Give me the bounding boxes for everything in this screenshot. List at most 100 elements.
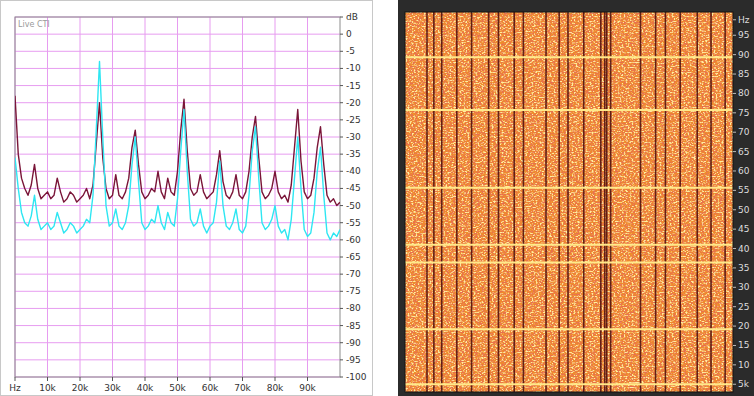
tick-label: 90 bbox=[738, 50, 750, 60]
dark-column bbox=[558, 12, 560, 392]
dark-column bbox=[513, 12, 515, 392]
dark-column bbox=[488, 12, 490, 392]
tick-label: 60 bbox=[738, 166, 750, 176]
dark-column bbox=[498, 12, 500, 392]
tick bbox=[733, 287, 736, 288]
tick-label: 60k bbox=[202, 383, 219, 393]
grid-line bbox=[47, 17, 48, 377]
panel-background bbox=[1, 1, 373, 396]
plot-frame bbox=[15, 17, 340, 377]
tick-label: -60 bbox=[346, 235, 361, 245]
dark-column bbox=[545, 12, 547, 392]
tick-label: -95 bbox=[346, 355, 361, 365]
tick bbox=[15, 377, 16, 381]
frequency-line bbox=[405, 56, 733, 58]
tick bbox=[733, 54, 736, 55]
dark-column bbox=[433, 12, 435, 392]
tick bbox=[733, 229, 736, 230]
dark-column bbox=[710, 12, 712, 392]
tick-label: -65 bbox=[346, 252, 361, 262]
grid-line bbox=[15, 137, 340, 138]
spectrogram-texture bbox=[405, 12, 733, 392]
tick-label: 30k bbox=[104, 383, 121, 393]
tick bbox=[80, 377, 81, 381]
tick bbox=[340, 119, 343, 120]
tick bbox=[733, 132, 736, 133]
tick-label: -15 bbox=[346, 81, 361, 91]
frequency-line bbox=[405, 328, 733, 330]
tick bbox=[733, 326, 736, 327]
tick-label: 85 bbox=[738, 69, 749, 79]
tick bbox=[733, 364, 736, 365]
grid-line bbox=[15, 257, 340, 258]
tick bbox=[340, 257, 343, 258]
tick bbox=[340, 51, 343, 52]
tick bbox=[340, 274, 343, 275]
tick-label: -30 bbox=[346, 132, 361, 142]
grid-line bbox=[15, 119, 340, 120]
grid-line bbox=[15, 85, 340, 86]
dark-column bbox=[640, 12, 642, 392]
tick-label: 0 bbox=[346, 29, 352, 39]
tick-label: 10k bbox=[39, 383, 56, 393]
tick-label: -75 bbox=[346, 286, 361, 296]
dark-column bbox=[604, 12, 606, 392]
tick-label: 50 bbox=[738, 205, 750, 215]
tick-label: 20 bbox=[738, 321, 750, 331]
dark-column bbox=[523, 12, 525, 392]
tick bbox=[340, 291, 343, 292]
tick-label: -35 bbox=[346, 149, 361, 159]
tick-label: 30 bbox=[738, 282, 750, 292]
tick bbox=[733, 248, 736, 249]
dark-column bbox=[679, 12, 681, 392]
tick bbox=[340, 222, 343, 223]
tick-label: Hz bbox=[738, 15, 750, 25]
tick bbox=[340, 308, 343, 309]
tick bbox=[733, 151, 736, 152]
tick-label: -50 bbox=[346, 201, 361, 211]
grid-line bbox=[210, 17, 211, 377]
grid-line bbox=[275, 17, 276, 377]
tick bbox=[275, 377, 276, 381]
tick-label: 70k bbox=[234, 383, 251, 393]
dark-column bbox=[600, 12, 602, 392]
tick-label: -55 bbox=[346, 218, 361, 228]
tick bbox=[340, 342, 343, 343]
grid-line bbox=[15, 308, 340, 309]
frequency-line bbox=[405, 187, 733, 189]
tick bbox=[340, 154, 343, 155]
dark-column bbox=[610, 12, 612, 392]
tick-label: 25 bbox=[738, 302, 749, 312]
dark-column bbox=[583, 12, 585, 392]
tick-label: 20k bbox=[72, 383, 89, 393]
spectrogram-texture bbox=[405, 12, 733, 392]
panel-background bbox=[398, 0, 754, 396]
grid-line bbox=[15, 239, 340, 240]
dark-column bbox=[471, 12, 473, 392]
tick bbox=[242, 377, 243, 381]
tick bbox=[112, 377, 113, 381]
grid-line bbox=[15, 51, 340, 52]
tick-label: 5k bbox=[738, 379, 750, 389]
tick bbox=[340, 34, 343, 35]
tick bbox=[340, 85, 343, 86]
tick bbox=[340, 325, 343, 326]
tick-label: -40 bbox=[346, 166, 361, 176]
tick bbox=[733, 170, 736, 171]
title: Live CTI bbox=[18, 20, 50, 29]
tick-label: 65 bbox=[738, 147, 749, 157]
dark-column bbox=[665, 12, 667, 392]
tick-label: 80 bbox=[738, 88, 750, 98]
tick-label: 40k bbox=[137, 383, 154, 393]
tick bbox=[340, 239, 343, 240]
tick bbox=[733, 112, 736, 113]
tick-label: 35 bbox=[738, 263, 749, 273]
tick bbox=[733, 190, 736, 191]
tick bbox=[210, 377, 211, 381]
tick-label: 90k bbox=[299, 383, 316, 393]
grid-line bbox=[80, 17, 81, 377]
tick-label: Hz bbox=[9, 383, 21, 393]
tick-label: 55 bbox=[738, 185, 749, 195]
grid-line bbox=[15, 325, 340, 326]
tick-label: -45 bbox=[346, 183, 361, 193]
